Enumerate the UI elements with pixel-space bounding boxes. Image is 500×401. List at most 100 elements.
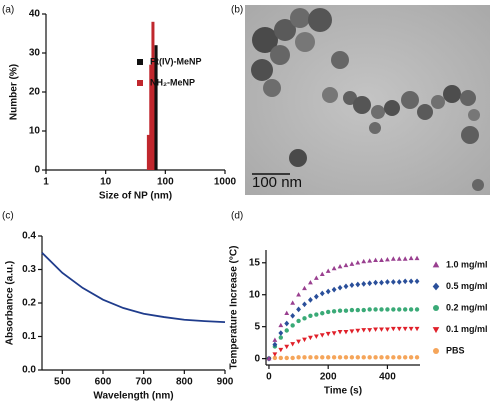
y-tick-label: 0.4: [22, 231, 36, 242]
legend-marker: [432, 282, 440, 291]
marker: [367, 280, 373, 287]
x-axis-label: Wavelength (nm): [93, 391, 173, 401]
marker: [320, 355, 325, 360]
marker: [349, 307, 355, 313]
marker: [337, 263, 343, 269]
legend-marker: [433, 305, 439, 311]
legend-marker: [137, 59, 143, 65]
marker: [343, 330, 349, 335]
marker: [361, 281, 367, 287]
marker: [314, 355, 319, 360]
y-axis-label: Absorbance (a.u.): [5, 261, 16, 345]
marker: [266, 355, 272, 361]
marker: [373, 327, 378, 332]
marker: [343, 283, 349, 290]
marker: [313, 275, 319, 280]
marker: [390, 326, 396, 332]
y-tick-label: 30: [29, 48, 41, 59]
y-tick-label: 5: [254, 321, 260, 332]
marker: [408, 278, 414, 285]
marker: [390, 279, 396, 285]
marker: [408, 326, 414, 332]
marker: [272, 352, 278, 357]
marker: [308, 355, 313, 360]
legend-label: 0.5 mg/ml: [446, 281, 488, 291]
marker: [349, 261, 355, 266]
marker: [343, 262, 349, 268]
legend-label: Pt(IV)-MeNP: [150, 56, 202, 66]
marker: [331, 355, 337, 360]
marker: [373, 355, 378, 360]
marker: [302, 355, 307, 360]
marker: [319, 271, 325, 277]
marker: [272, 337, 278, 342]
marker: [308, 296, 313, 303]
marker: [396, 279, 402, 285]
bar: [149, 64, 153, 170]
marker: [296, 318, 301, 324]
marker: [308, 313, 313, 319]
bar: [154, 45, 158, 171]
marker: [349, 282, 355, 288]
x-tick-label: 700: [135, 377, 152, 388]
x-tick-label: 1: [43, 177, 49, 188]
marker: [278, 335, 284, 340]
marker: [402, 307, 408, 312]
x-axis-label: Size of NP (nm): [99, 191, 172, 202]
marker: [290, 342, 296, 347]
marker: [361, 307, 366, 313]
legend-marker: [432, 261, 440, 268]
marker: [272, 341, 278, 348]
marker: [302, 337, 307, 343]
marker: [337, 355, 343, 360]
x-tick-label: 10: [100, 177, 112, 188]
marker: [290, 312, 296, 319]
marker: [284, 310, 290, 316]
x-tick-label: 500: [54, 377, 71, 388]
marker: [284, 320, 290, 327]
marker: [349, 355, 355, 360]
marker: [337, 284, 343, 291]
legend-label: 1.0 mg/ml: [446, 259, 488, 269]
y-tick-label: 10: [249, 289, 261, 300]
marker: [402, 326, 408, 332]
line: [41, 252, 226, 323]
marker: [290, 300, 296, 305]
marker: [408, 355, 414, 360]
marker: [343, 308, 349, 313]
marker: [379, 355, 384, 360]
marker: [402, 355, 408, 360]
legend-marker: [432, 327, 440, 334]
marker: [337, 330, 343, 335]
marker: [373, 279, 378, 286]
tem-image: [245, 5, 490, 195]
marker: [296, 339, 301, 345]
marker: [414, 326, 420, 332]
y-tick-label: 0: [254, 353, 260, 364]
marker: [391, 307, 396, 312]
marker: [361, 328, 367, 333]
marker: [296, 292, 301, 297]
marker: [314, 312, 319, 317]
marker: [331, 331, 337, 336]
marker: [325, 288, 331, 295]
marker: [302, 316, 307, 321]
marker: [284, 344, 290, 350]
y-tick-label: 0: [34, 165, 40, 176]
marker: [385, 256, 390, 262]
marker: [278, 347, 284, 353]
marker: [379, 307, 384, 312]
bar: [151, 21, 155, 170]
marker: [414, 278, 420, 285]
legend-label: 0.1 mg/ml: [446, 324, 488, 334]
marker: [325, 355, 331, 360]
y-tick-label: 0.3: [22, 264, 36, 275]
marker: [302, 301, 307, 308]
marker: [308, 279, 313, 285]
marker: [296, 355, 301, 360]
marker: [313, 334, 319, 339]
marker: [379, 257, 384, 262]
marker: [385, 327, 390, 332]
marker: [355, 281, 361, 288]
